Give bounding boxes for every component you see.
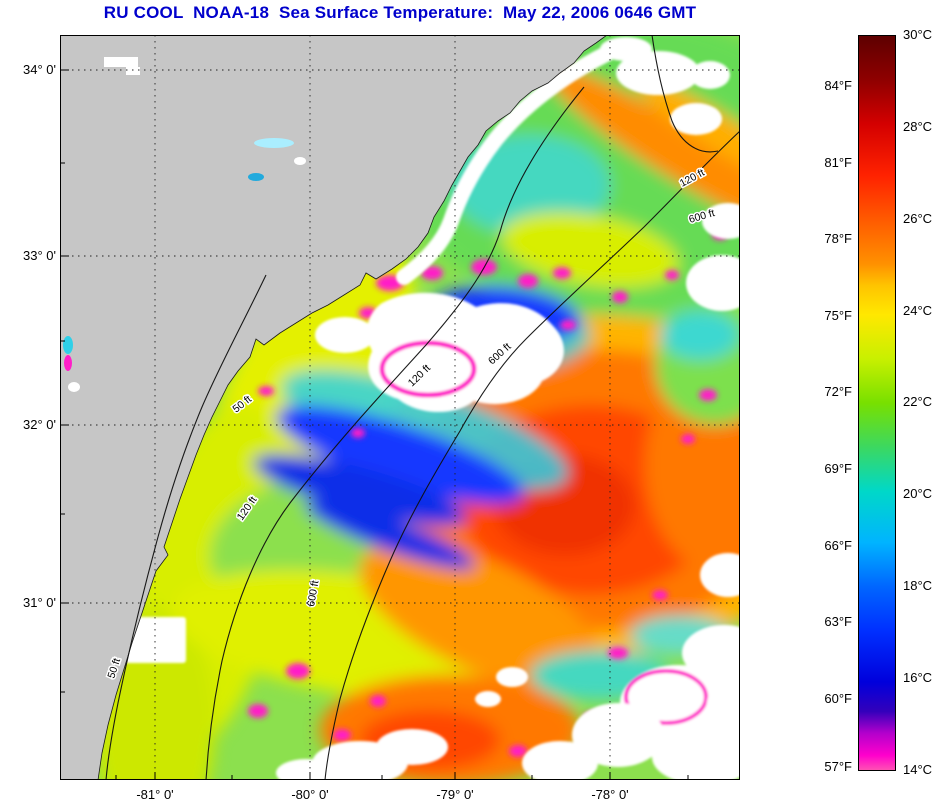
sst-map-image: 50 ft 50 ft 120 ft 120 ft 600 ft 600 ft … (60, 35, 740, 780)
colorbar-c-label: 16°C (903, 670, 933, 685)
colorbar-c-label: 18°C (903, 578, 933, 593)
map-plot: 50 ft 50 ft 120 ft 120 ft 600 ft 600 ft … (60, 35, 740, 780)
colorbar-c-label: 22°C (903, 394, 933, 409)
graticule (60, 35, 740, 780)
colorbar-f-label: 69°F (824, 461, 852, 476)
colorbar (858, 35, 896, 771)
colorbar-f-label: 60°F (824, 691, 852, 706)
colorbar-f-label: 75°F (824, 308, 852, 323)
plot-frame (60, 35, 740, 780)
cloud-layer (118, 37, 740, 780)
colorbar-gradient (859, 36, 895, 770)
land-cloud-specks (63, 57, 306, 392)
depth-contours (105, 35, 740, 780)
colorbar-f-label: 63°F (824, 614, 852, 629)
y-tick-label: 31° 0' (23, 595, 56, 610)
y-tick-label: 33° 0' (23, 248, 56, 263)
x-tick-label: -81° 0' (136, 787, 174, 801)
colorbar-c-label: 26°C (903, 211, 933, 226)
colorbar-f-label: 81°F (824, 155, 852, 170)
colorbar-f-label: 84°F (824, 78, 852, 93)
figure-title: RU COOL NOAA-18 Sea Surface Temperature:… (103, 3, 697, 22)
x-tick-label: -78° 0' (591, 787, 629, 801)
colorbar-c-label: 30°C (903, 27, 933, 42)
colorbar-f-label: 78°F (824, 231, 852, 246)
colorbar-c-label: 28°C (903, 119, 933, 134)
colorbar-f-label: 66°F (824, 538, 852, 553)
x-tick-label: -80° 0' (291, 787, 329, 801)
colorbar-c-label: 20°C (903, 486, 933, 501)
land-shape (60, 35, 608, 780)
y-tick-label: 32° 0' (23, 417, 56, 432)
y-tick-label: 34° 0' (23, 62, 56, 77)
colorbar-f-label: 57°F (824, 759, 852, 774)
colorbar-c-label: 24°C (903, 303, 933, 318)
colorbar-c-label: 14°C (903, 762, 933, 777)
x-tick-label: -79° 0' (436, 787, 474, 801)
colorbar-f-label: 72°F (824, 384, 852, 399)
